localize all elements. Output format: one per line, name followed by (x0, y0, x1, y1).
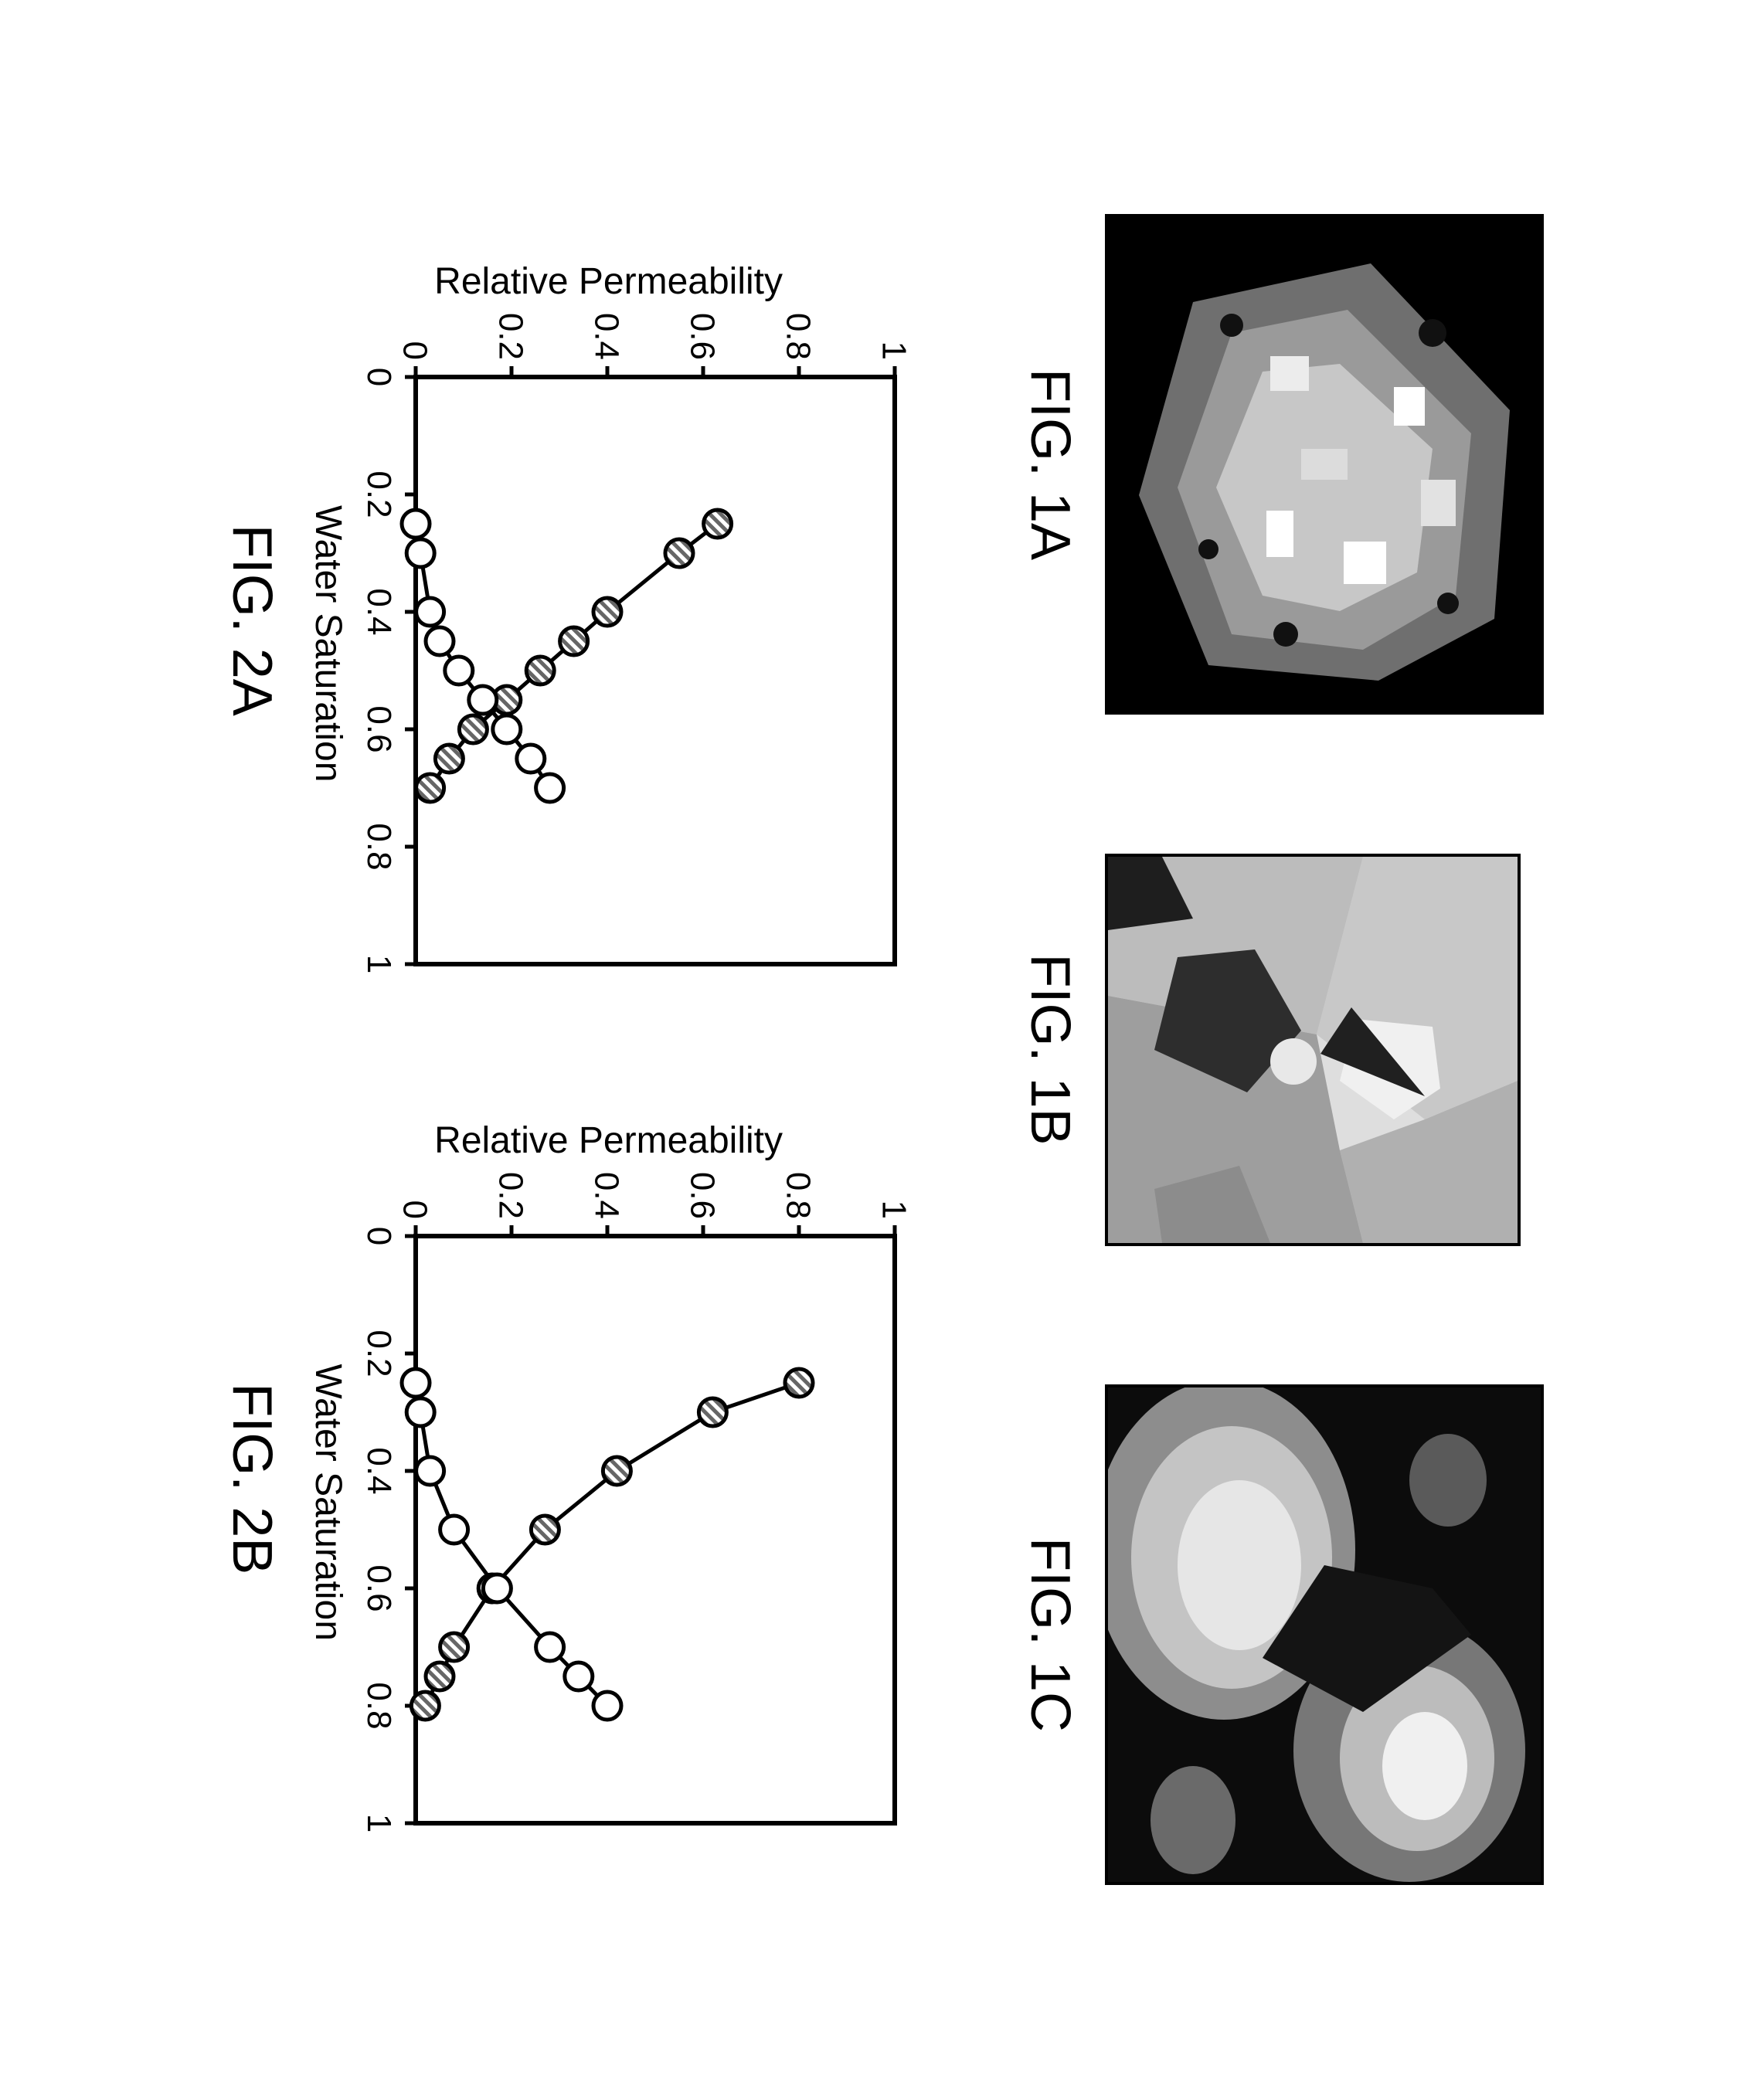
svg-text:1: 1 (360, 1814, 398, 1832)
image-fig-1a (1105, 214, 1544, 715)
svg-text:0.6: 0.6 (360, 1564, 398, 1612)
caption-fig-1a: FIG. 1A (1018, 369, 1082, 560)
svg-text:0.8: 0.8 (360, 824, 398, 871)
svg-text:0.2: 0.2 (492, 1172, 530, 1219)
panel-fig-1c: FIG. 1C (1018, 1384, 1544, 1885)
svg-text:0.2: 0.2 (360, 471, 398, 518)
caption-fig-2b: FIG. 2B (220, 1383, 284, 1574)
image-fig-1c (1105, 1384, 1544, 1885)
svg-text:0.4: 0.4 (588, 313, 626, 360)
svg-text:0: 0 (396, 341, 434, 360)
figure-row-bottom: Relative Permeability 0 0.2 0.4 0.6 0.8 1 0 0.2… (220, 168, 910, 1931)
svg-text:0.6: 0.6 (684, 1172, 722, 1219)
image-fig-1b (1105, 854, 1521, 1246)
xlabel-fig-2b: Water Saturation (307, 1364, 349, 1641)
panel-fig-2b: Relative Permeability 0 0.2 0.4 0.6 0.8 1 0 0.2… (220, 1119, 910, 1839)
svg-text:0.8: 0.8 (780, 313, 817, 360)
xlabel-fig-2a: Water Saturation (307, 505, 349, 782)
page: FIG. 1A FIG. 1B (220, 168, 1544, 1931)
chart-fig-2b: Relative Permeability 0 0.2 0.4 0.6 0.8 1 0 0.2… (307, 1119, 910, 1839)
svg-text:0: 0 (360, 1227, 398, 1245)
panel-fig-2a: Relative Permeability 0 0.2 0.4 0.6 0.8 1 0 0.2… (220, 260, 910, 980)
svg-text:0.2: 0.2 (360, 1330, 398, 1377)
svg-text:0.4: 0.4 (360, 1447, 398, 1494)
panel-fig-1b: FIG. 1B (1018, 854, 1521, 1246)
svg-text:1: 1 (360, 955, 398, 973)
chart-fig-2a: Relative Permeability 0 0.2 0.4 0.6 0.8 1 0 0.2… (307, 260, 910, 980)
panel-fig-1a: FIG. 1A (1018, 214, 1544, 715)
svg-text:0.4: 0.4 (360, 589, 398, 636)
svg-text:1: 1 (875, 1200, 910, 1218)
chart-svg-fig-2a: 0 0.2 0.4 0.6 0.8 1 0 0.2 0.4 0.6 0.8 1 (354, 307, 910, 980)
ylabel-fig-2b: Relative Permeability (434, 1119, 783, 1162)
caption-fig-1b: FIG. 1B (1018, 953, 1082, 1145)
svg-text:0.6: 0.6 (360, 706, 398, 753)
svg-text:1: 1 (875, 341, 910, 360)
svg-text:0: 0 (396, 1200, 434, 1218)
svg-text:0.2: 0.2 (492, 313, 530, 360)
chart-svg-fig-2b: 0 0.2 0.4 0.6 0.8 1 0 0.2 0.4 0.6 0.8 1 (354, 1167, 910, 1839)
svg-text:0.4: 0.4 (588, 1172, 626, 1219)
svg-text:0: 0 (360, 368, 398, 386)
ylabel-fig-2a: Relative Permeability (434, 260, 783, 303)
caption-fig-1c: FIG. 1C (1018, 1537, 1082, 1732)
svg-text:0.6: 0.6 (684, 313, 722, 360)
figure-row-top: FIG. 1A FIG. 1B (1018, 168, 1544, 1931)
svg-text:0.8: 0.8 (780, 1172, 817, 1219)
svg-text:0.8: 0.8 (360, 1682, 398, 1729)
caption-fig-2a: FIG. 2A (220, 525, 284, 716)
